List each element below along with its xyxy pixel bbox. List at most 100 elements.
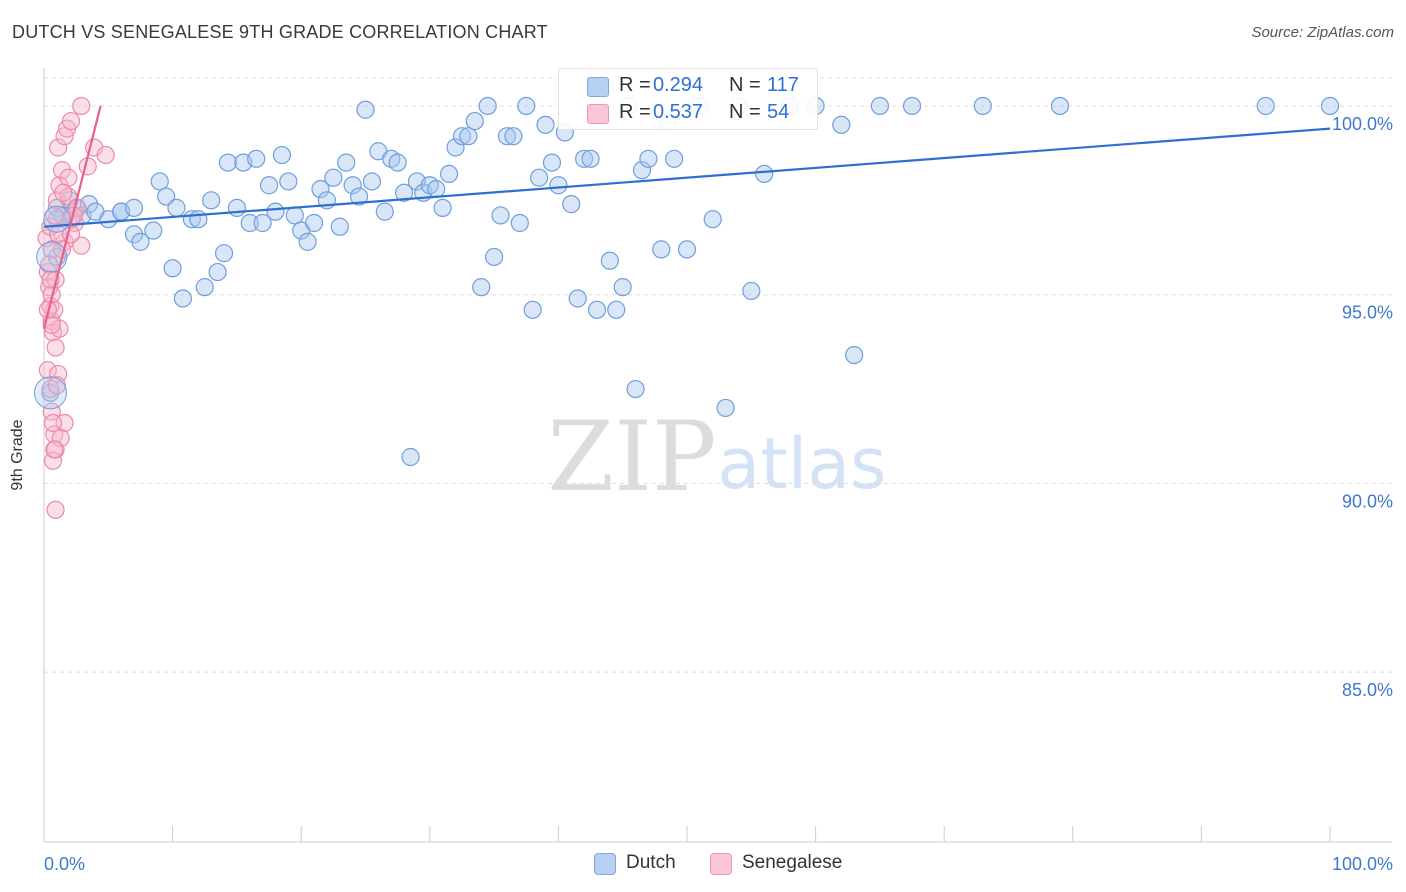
dutch-point bbox=[173, 289, 192, 308]
dutch-point bbox=[214, 244, 234, 263]
senegalese-point bbox=[59, 168, 78, 187]
dutch-point bbox=[375, 202, 394, 221]
dutch-point bbox=[465, 111, 484, 131]
dutch-point bbox=[626, 379, 645, 399]
dutch-point bbox=[478, 96, 497, 116]
series-legend: Dutch Senegalese bbox=[0, 852, 1406, 878]
dutch-point bbox=[427, 179, 446, 199]
dutch-point bbox=[497, 127, 517, 146]
dutch-point bbox=[510, 213, 529, 233]
dutch-point bbox=[362, 172, 382, 191]
dutch-point bbox=[401, 447, 420, 467]
dutch-n-value: 117 bbox=[767, 74, 799, 96]
senegalese-point bbox=[42, 315, 61, 334]
senegalese-point bbox=[42, 240, 61, 259]
dutch-point bbox=[523, 300, 542, 319]
y-tick-label: 95.0% bbox=[1342, 303, 1393, 323]
senegalese-point bbox=[49, 138, 68, 157]
dutch-point bbox=[356, 100, 375, 119]
dutch-point bbox=[266, 202, 285, 221]
dutch-r-value: 0.294 bbox=[653, 74, 704, 96]
dutch-point bbox=[285, 206, 304, 225]
dutch-point bbox=[324, 168, 343, 187]
dutch-point bbox=[163, 259, 182, 278]
dutch-point bbox=[562, 195, 581, 214]
y-tick-label: 90.0% bbox=[1342, 491, 1393, 511]
senegalese-point bbox=[61, 111, 81, 131]
dutch-point bbox=[124, 198, 144, 217]
dutch-point bbox=[1256, 96, 1275, 116]
dutch-point bbox=[144, 221, 163, 240]
dutch-point bbox=[298, 232, 317, 251]
dutch-point bbox=[349, 187, 369, 206]
dutch-point bbox=[202, 191, 221, 210]
dutch-point bbox=[433, 198, 452, 217]
dutch-point bbox=[607, 300, 626, 319]
dutch-point bbox=[491, 206, 510, 225]
dutch-point bbox=[1050, 96, 1070, 116]
senegalese-n-value: 54 bbox=[767, 101, 790, 123]
dutch-legend-swatch bbox=[594, 853, 616, 875]
dutch-point bbox=[218, 153, 237, 172]
senegalese-point bbox=[72, 236, 91, 255]
dutch-point bbox=[452, 127, 472, 146]
senegalese-swatch bbox=[587, 104, 609, 124]
dutch-point bbox=[167, 198, 186, 217]
dutch-point bbox=[43, 205, 71, 233]
senegalese-point bbox=[52, 161, 72, 180]
legend-r-label: R = bbox=[619, 74, 651, 96]
senegalese-point bbox=[72, 96, 91, 116]
dutch-legend-label: Dutch bbox=[626, 852, 676, 873]
senegalese-point bbox=[46, 500, 65, 519]
dutch-point bbox=[485, 247, 504, 267]
trend-lines bbox=[42, 105, 1331, 329]
dutch-point bbox=[439, 164, 459, 184]
dutch-point bbox=[677, 240, 697, 259]
source-label: Source: ZipAtlas.com bbox=[1251, 24, 1394, 41]
senegalese-point bbox=[38, 361, 57, 380]
dutch-point bbox=[845, 345, 864, 365]
dutch-point bbox=[587, 300, 607, 319]
dutch-point bbox=[388, 153, 407, 172]
senegalese-trend-line bbox=[42, 105, 102, 329]
dutch-point bbox=[247, 149, 266, 168]
dutch-point bbox=[240, 213, 259, 233]
dutch-point bbox=[517, 96, 536, 116]
dutch-point bbox=[504, 127, 523, 146]
dutch-point bbox=[716, 398, 735, 418]
dutch-point bbox=[870, 96, 890, 116]
dutch-point bbox=[832, 115, 851, 134]
axes bbox=[43, 68, 1392, 843]
dutch-point bbox=[472, 278, 491, 297]
dutch-point bbox=[253, 213, 272, 233]
dutch-point bbox=[665, 149, 684, 168]
dutch-point bbox=[542, 153, 562, 172]
senegalese-point bbox=[46, 338, 65, 357]
tick-labels: 100.0% 95.0% 90.0% 85.0% 0.0% 100.0% bbox=[44, 114, 1393, 874]
dutch-point bbox=[157, 187, 176, 206]
legend-n-label: N = bbox=[729, 74, 761, 96]
dutch-point bbox=[446, 138, 465, 157]
dutch-point bbox=[549, 176, 568, 195]
dutch-point bbox=[1320, 96, 1340, 116]
dutch-point bbox=[575, 149, 594, 168]
dutch-point bbox=[189, 210, 208, 229]
dutch-swatch bbox=[587, 77, 609, 97]
stats-legend: R = 0.294 N = 117 R = 0.537 N = 54 bbox=[558, 68, 818, 130]
watermark: ZIP atlas bbox=[547, 401, 886, 513]
dutch-point bbox=[613, 278, 632, 297]
dutch-point bbox=[343, 176, 362, 195]
senegalese-point bbox=[40, 255, 59, 274]
dutch-point bbox=[311, 179, 330, 199]
senegalese-r-value: 0.537 bbox=[653, 101, 704, 123]
dutch-point bbox=[304, 213, 324, 233]
dutch-point bbox=[33, 376, 67, 410]
dutch-point bbox=[530, 168, 549, 187]
dutch-point bbox=[581, 149, 600, 168]
dutch-point bbox=[902, 96, 922, 116]
legend-r-label: R = bbox=[619, 101, 651, 123]
dutch-point bbox=[632, 161, 652, 180]
dutch-point bbox=[124, 225, 144, 244]
dutch-point bbox=[973, 96, 992, 116]
x-tick-label: 0.0% bbox=[44, 854, 85, 874]
